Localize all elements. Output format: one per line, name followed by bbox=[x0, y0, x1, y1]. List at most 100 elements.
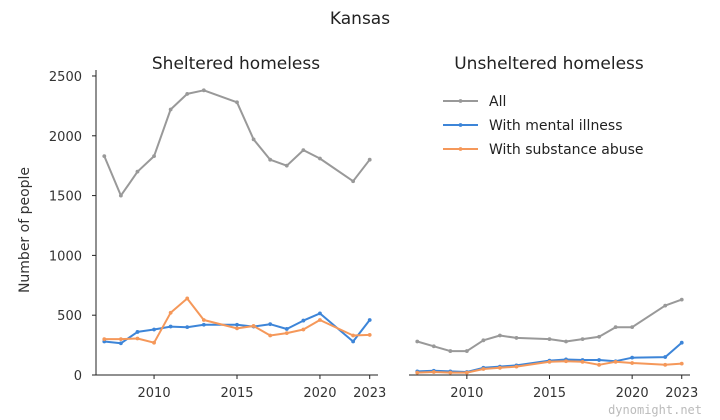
data-point-with-substance-abuse bbox=[630, 361, 635, 365]
data-point-with-substance-abuse bbox=[514, 364, 519, 369]
x-tick-label: 2010 bbox=[450, 386, 483, 401]
y-tick-label: 2500 bbox=[49, 70, 82, 85]
data-point-all bbox=[135, 169, 140, 174]
data-point-all bbox=[367, 157, 372, 162]
data-point-with-substance-abuse bbox=[201, 318, 206, 322]
data-point-all bbox=[201, 88, 206, 93]
data-point-with-mental-illness bbox=[135, 330, 140, 334]
data-point-all bbox=[580, 337, 585, 342]
watermark: dynomight.net bbox=[608, 403, 702, 417]
data-point-all bbox=[318, 156, 322, 161]
data-point-with-substance-abuse bbox=[597, 362, 601, 367]
data-point-with-substance-abuse bbox=[351, 333, 356, 338]
data-point-with-substance-abuse bbox=[118, 337, 123, 342]
y-tick-label: 1500 bbox=[49, 190, 82, 205]
data-point-all bbox=[235, 100, 239, 105]
data-point-with-mental-illness bbox=[118, 341, 123, 346]
data-point-with-substance-abuse bbox=[102, 337, 107, 342]
data-point-with-mental-illness bbox=[201, 322, 206, 327]
data-point-with-mental-illness bbox=[152, 327, 156, 332]
y-tick-label: 500 bbox=[57, 309, 82, 324]
y-axis-label: Number of people bbox=[17, 167, 33, 293]
data-point-all bbox=[613, 325, 618, 330]
data-point-with-substance-abuse bbox=[464, 370, 469, 375]
data-point-with-mental-illness bbox=[679, 340, 684, 345]
x-tick-label: 2010 bbox=[138, 386, 171, 401]
data-point-with-substance-abuse bbox=[135, 336, 140, 341]
data-point-with-substance-abuse bbox=[481, 367, 486, 371]
x-tick-label: 2015 bbox=[533, 386, 566, 401]
data-point-all bbox=[481, 338, 486, 343]
data-point-all bbox=[514, 336, 519, 340]
data-point-with-substance-abuse bbox=[663, 362, 668, 367]
data-point-all bbox=[564, 339, 568, 344]
data-point-all bbox=[118, 193, 123, 198]
data-point-all bbox=[448, 349, 453, 353]
data-point-with-substance-abuse bbox=[613, 359, 618, 364]
chart-suptitle: Kansas bbox=[330, 9, 390, 29]
data-point-with-mental-illness bbox=[168, 324, 173, 329]
data-point-all bbox=[102, 154, 107, 159]
data-point-with-mental-illness bbox=[268, 322, 273, 327]
panel-unsheltered: Unsheltered homeless 2010 2015 2020 2023 bbox=[409, 54, 698, 401]
data-point-all bbox=[431, 344, 436, 349]
data-point-with-substance-abuse bbox=[235, 326, 239, 331]
data-point-with-substance-abuse bbox=[152, 340, 156, 345]
series-line-all bbox=[417, 298, 683, 353]
legend-marker-all bbox=[458, 99, 463, 103]
data-point-with-mental-illness bbox=[301, 318, 306, 323]
data-point-with-substance-abuse bbox=[301, 327, 306, 332]
data-point-with-mental-illness bbox=[284, 327, 289, 331]
y-tick-label: 0 bbox=[74, 369, 82, 384]
panel-sheltered: Sheltered homeless 0 500 1000 1500 2000 2500 2… bbox=[49, 54, 386, 401]
data-point-all bbox=[630, 325, 635, 330]
legend-label-with-mental-illness: With mental illness bbox=[489, 118, 623, 134]
data-point-with-substance-abuse bbox=[367, 333, 372, 337]
x-tick-label: 2020 bbox=[303, 386, 336, 401]
data-point-all bbox=[597, 334, 601, 339]
panel-title-unsheltered: Unsheltered homeless bbox=[454, 54, 644, 74]
data-point-with-substance-abuse bbox=[448, 370, 453, 375]
x-tick-label: 2015 bbox=[220, 386, 253, 401]
legend-marker-with-substance-abuse bbox=[458, 147, 463, 151]
data-point-all bbox=[415, 339, 420, 344]
data-point-with-mental-illness bbox=[351, 339, 356, 344]
data-point-with-substance-abuse bbox=[284, 331, 289, 336]
x-tick-label: 2023 bbox=[353, 386, 386, 401]
data-point-with-mental-illness bbox=[235, 322, 239, 327]
data-point-with-mental-illness bbox=[597, 358, 601, 362]
data-point-all bbox=[663, 303, 668, 308]
data-point-all bbox=[498, 333, 502, 338]
series-line-all bbox=[103, 89, 371, 197]
x-tick-label: 2023 bbox=[665, 386, 698, 401]
series-line-with-mental-illness bbox=[417, 341, 683, 373]
data-point-with-substance-abuse bbox=[564, 359, 568, 364]
data-point-with-substance-abuse bbox=[268, 333, 273, 338]
data-point-all bbox=[351, 179, 356, 184]
data-point-all bbox=[464, 349, 469, 353]
data-point-with-substance-abuse bbox=[547, 359, 552, 364]
data-point-with-mental-illness bbox=[367, 318, 372, 322]
data-point-with-substance-abuse bbox=[580, 359, 585, 364]
data-point-with-substance-abuse bbox=[679, 361, 684, 366]
x-tick-label: 2020 bbox=[616, 386, 649, 401]
data-point-with-substance-abuse bbox=[168, 310, 173, 315]
data-point-with-substance-abuse bbox=[498, 365, 502, 370]
data-point-all bbox=[152, 154, 156, 159]
data-point-all bbox=[251, 137, 256, 142]
legend: All With mental illness With substance abu… bbox=[443, 94, 644, 158]
data-point-all bbox=[284, 163, 289, 168]
data-point-with-mental-illness bbox=[663, 355, 668, 359]
data-point-with-mental-illness bbox=[318, 311, 322, 316]
legend-marker-with-mental-illness bbox=[458, 123, 463, 127]
data-point-all bbox=[268, 157, 273, 162]
data-point-with-mental-illness bbox=[630, 355, 635, 360]
data-point-all bbox=[168, 107, 173, 112]
panel-title-sheltered: Sheltered homeless bbox=[152, 54, 320, 74]
data-point-all bbox=[185, 92, 190, 96]
data-point-with-mental-illness bbox=[185, 325, 190, 330]
data-point-with-substance-abuse bbox=[185, 296, 190, 301]
data-point-with-substance-abuse bbox=[251, 324, 256, 328]
y-tick-label: 1000 bbox=[49, 249, 82, 264]
